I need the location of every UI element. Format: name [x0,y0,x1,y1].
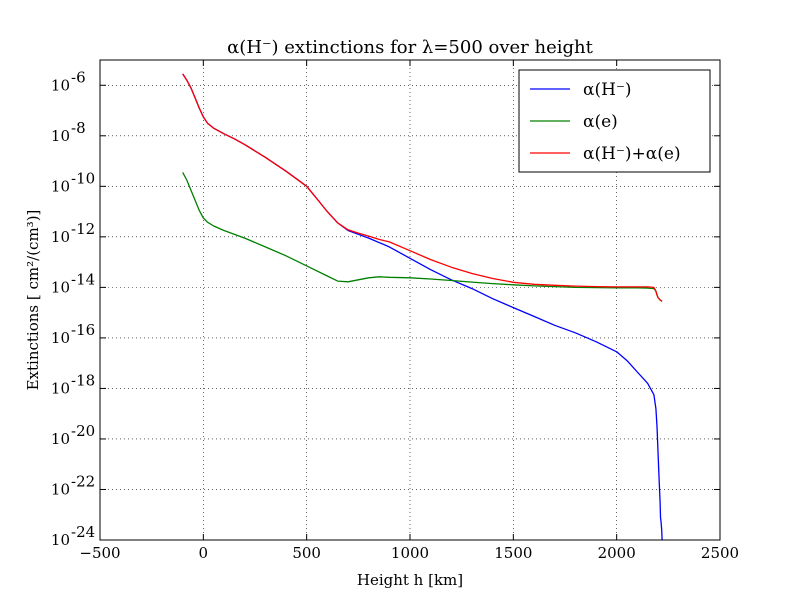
y-tick-label: 10 [51,177,70,195]
y-axis-label: Extinctions [ cm²/(cm³)] [24,210,42,391]
x-tick-label: 0 [199,544,209,562]
series-line-1 [182,172,663,302]
legend-label-1: α(e) [583,112,618,132]
y-tick-label: 10 [51,228,70,246]
y-tick-label: 10 [51,278,70,296]
y-tick-label: 10 [51,76,70,94]
x-tick-label: 500 [292,544,321,562]
legend: α(H⁻) α(e) α(H⁻)+α(e) [518,69,711,173]
y-tick-exponent: -16 [71,321,95,339]
y-tick-exponent: -10 [71,169,95,187]
y-tick-label: 10 [51,379,70,397]
series-line-2 [182,73,663,302]
legend-label-2: α(H⁻)+α(e) [583,144,681,164]
y-tick-exponent: -18 [71,371,95,389]
x-tick-label: 2000 [598,544,636,562]
y-tick-label: 10 [51,329,70,347]
y-tick-exponent: -6 [71,68,86,86]
x-tick-label: −500 [79,544,120,562]
series-layer [182,73,663,541]
y-tick-exponent: -12 [71,220,95,238]
x-axis-label: Height h [km] [357,571,463,589]
y-tick-label: 10 [51,480,70,498]
y-tick-label: 10 [51,430,70,448]
y-tick-label: 10 [51,127,70,145]
y-tick-label: 10 [51,531,70,549]
y-tick-exponent: -22 [71,472,95,490]
x-tick-label: 1000 [391,544,429,562]
legend-label-0: α(H⁻) [583,80,632,100]
chart-title: α(H⁻) extinctions for λ=500 over height [227,37,593,58]
y-tick-exponent: -8 [71,119,86,137]
y-tick-exponent: -24 [71,523,95,541]
y-tick-exponent: -14 [71,270,95,288]
x-tick-label: 1500 [494,544,532,562]
x-tick-label: 2500 [701,544,739,562]
y-tick-exponent: -20 [71,422,95,440]
